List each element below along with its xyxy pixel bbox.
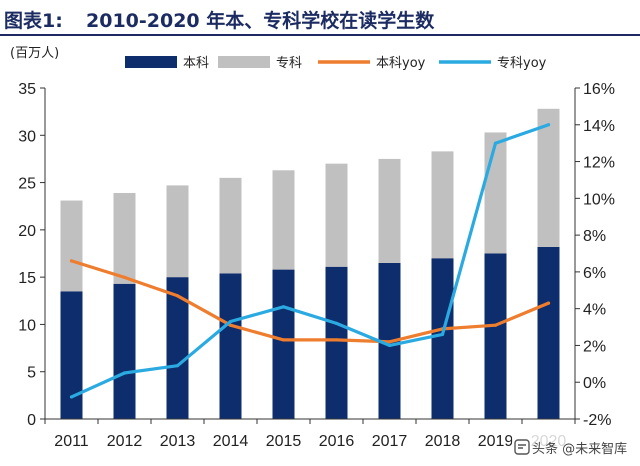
bar-zhuanke-2016	[325, 163, 348, 267]
bar-benke-2018	[431, 258, 454, 419]
bar-zhuanke-2017	[378, 158, 401, 263]
y-left-tick-label: 0	[27, 412, 36, 429]
point-benke-yoy-2011	[69, 259, 74, 263]
y-left-tick-label: 20	[18, 223, 36, 240]
y-left-tick-label: 10	[18, 317, 36, 334]
y-left-tick-label: 25	[18, 176, 36, 193]
point-benke-yoy-2012	[122, 275, 127, 280]
y-right-tick-label: 0%	[583, 375, 606, 392]
y-right-tick-label: 10%	[583, 191, 615, 208]
y-axis-unit-label: (百万人)	[10, 46, 60, 61]
legend-swatch-0	[125, 56, 177, 68]
title-bar: 图表1: 2010-2020 年本、专科学校在读学生数	[0, 0, 640, 34]
watermark-text: 头条 @未来智库	[532, 442, 628, 457]
line-zhuanke-yoy	[69, 123, 551, 399]
x-tick-label: 2012	[107, 433, 143, 450]
bar-benke-2015	[272, 269, 295, 419]
point-zhuanke-yoy-2020	[546, 123, 551, 127]
point-zhuanke-yoy-2017	[387, 343, 392, 348]
bar-zhuanke-2020	[537, 108, 560, 247]
point-zhuanke-yoy-2014	[228, 319, 233, 324]
y-right-tick-label: 4%	[583, 302, 606, 319]
y-left-tick-label: 30	[18, 128, 36, 145]
watermark: 头条 @未来智库	[512, 432, 637, 462]
point-zhuanke-yoy-2013	[175, 364, 180, 368]
figure-label: 图表1:	[4, 10, 63, 32]
lines-layer	[69, 123, 551, 399]
legend-label-0: 本科	[183, 56, 209, 71]
y-right-tick-label: 12%	[583, 155, 615, 172]
toutiao-logo-icon	[514, 439, 530, 455]
x-tick-label: 2018	[425, 433, 461, 450]
bar-benke-2014	[219, 273, 242, 419]
bar-zhuanke-2018	[431, 151, 454, 259]
y-left-tick-label: 35	[18, 81, 36, 98]
y-right-tick-label: 14%	[583, 118, 615, 135]
point-zhuanke-yoy-2016	[334, 321, 339, 325]
point-benke-yoy-2017	[387, 340, 392, 344]
x-tick-label: 2011	[54, 433, 89, 450]
point-benke-yoy-2016	[334, 338, 339, 342]
y-right-tick-label: -2%	[583, 412, 611, 429]
point-zhuanke-yoy-2019	[493, 141, 498, 145]
bar-zhuanke-2012	[113, 192, 136, 284]
point-benke-yoy-2013	[175, 294, 180, 298]
bar-benke-2013	[166, 277, 189, 419]
axes-layer: 0 5 10 15 20 25 30 35 -2% 0% 2% 4% 6% 8% 10% 12% 14% 16% 2…	[18, 81, 615, 450]
legend-label-1: 专科	[276, 56, 302, 71]
x-tick-label: 2017	[372, 433, 408, 450]
bar-benke-2012	[113, 283, 136, 419]
bar-benke-2016	[325, 266, 348, 419]
x-tick-label: 2015	[266, 433, 302, 450]
point-zhuanke-yoy-2011	[69, 395, 74, 399]
y-right-tick-label: 16%	[583, 81, 615, 98]
point-benke-yoy-2020	[546, 301, 551, 305]
x-tick-label: 2016	[319, 433, 355, 450]
point-zhuanke-yoy-2018	[440, 332, 445, 337]
y-right-tick-label: 2%	[583, 338, 606, 355]
bar-benke-2019	[484, 253, 507, 419]
bar-zhuanke-2019	[484, 132, 507, 254]
point-benke-yoy-2014	[228, 323, 233, 327]
y-right-tick-label: 8%	[583, 228, 606, 245]
point-zhuanke-yoy-2012	[122, 371, 127, 375]
bars-layer	[60, 108, 560, 419]
bar-zhuanke-2014	[219, 177, 242, 274]
chart-title: 2010-2020 年本、专科学校在读学生数	[86, 10, 435, 32]
line-benke-yoy	[69, 259, 551, 344]
y-left-tick-label: 15	[18, 270, 36, 287]
bar-benke-2011	[60, 291, 83, 419]
point-benke-yoy-2019	[493, 323, 498, 327]
title-divider	[0, 34, 640, 36]
point-zhuanke-yoy-2015	[281, 305, 286, 309]
bar-benke-2020	[537, 246, 560, 419]
bar-zhuanke-2015	[272, 170, 295, 270]
x-tick-label: 2013	[160, 433, 196, 450]
x-tick-label: 2019	[478, 433, 514, 450]
bar-zhuanke-2011	[60, 200, 83, 292]
x-tick-label: 2014	[213, 433, 249, 450]
y-left-tick-label: 5	[27, 365, 36, 382]
point-benke-yoy-2015	[281, 338, 286, 342]
legend-label-3: 专科yoy	[497, 56, 547, 71]
y-right-tick-label: 6%	[583, 265, 606, 282]
legend: 本科 专科 本科yoy 专科yoy	[125, 56, 547, 71]
legend-swatch-1	[218, 56, 270, 68]
legend-label-2: 本科yoy	[376, 56, 426, 71]
bar-zhuanke-2013	[166, 185, 189, 278]
